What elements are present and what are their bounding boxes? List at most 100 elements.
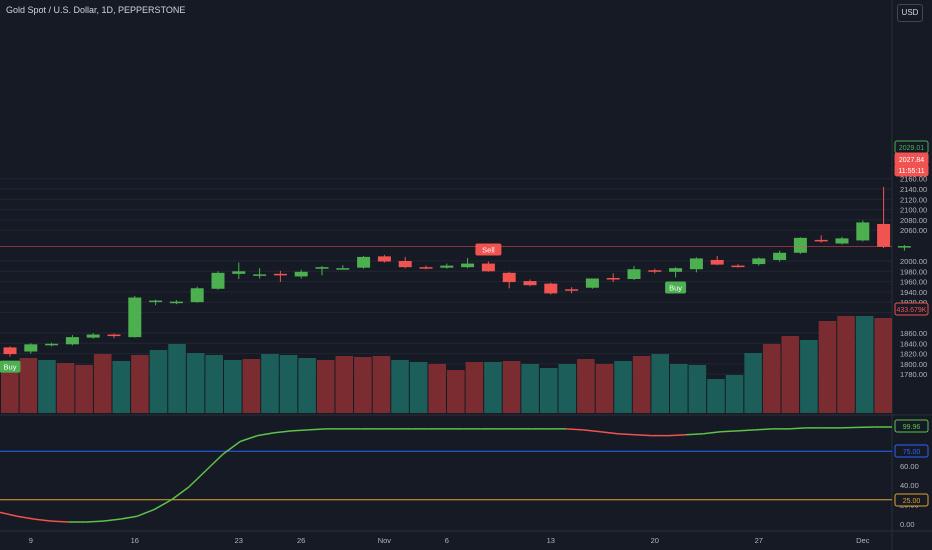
candle-body: [502, 272, 516, 283]
candle-body: [669, 268, 683, 272]
price-tick-label: 2000.00: [900, 257, 927, 266]
price-candles[interactable]: [3, 186, 911, 357]
volume-bar: [688, 365, 707, 413]
candle-body: [793, 237, 807, 253]
price-tick-label: 1960.00: [900, 278, 927, 287]
candle: [461, 257, 475, 269]
volume-bar: [1, 366, 19, 413]
candle: [419, 265, 433, 270]
volume-bar: [316, 360, 335, 413]
candle-body: [419, 267, 433, 269]
candle-body: [731, 265, 745, 268]
time-tick-label: 13: [547, 536, 555, 545]
countdown-badge-label: 11:55:11: [898, 168, 924, 175]
volume-bar: [837, 316, 855, 413]
oscillator-value-badge-label: 99.96: [903, 424, 921, 431]
candle-body: [294, 271, 308, 277]
price-tick-label: 2080.00: [900, 216, 927, 225]
candle-body: [86, 334, 100, 338]
oscillator-segment: [205, 453, 224, 472]
oscillator-segment: [789, 427, 807, 430]
candle-body: [814, 239, 828, 242]
trade-signals: Buy Sell Buy: [0, 243, 687, 373]
volume-bar: [186, 353, 205, 413]
candle-body: [461, 263, 475, 268]
oscillator-tick-label: 40.00: [900, 481, 919, 490]
candle-body: [149, 300, 163, 303]
candle: [793, 237, 807, 254]
time-tick-label: 27: [755, 536, 763, 545]
volume-bar: [539, 368, 558, 413]
volume-bar: [818, 321, 837, 413]
volume-bar: [168, 344, 186, 413]
candle: [3, 346, 17, 357]
volume-bar: [261, 354, 279, 413]
candle-body: [835, 238, 849, 244]
signal-buy: Buy: [665, 281, 687, 294]
oscillator-segment: [85, 520, 103, 523]
volume-bar: [632, 356, 651, 413]
candle-body: [689, 258, 703, 270]
candle: [669, 267, 683, 278]
candle: [398, 256, 412, 269]
time-tick-label: 6: [445, 536, 449, 545]
price-axis-badges: 2029.01 2027.84 11:55:11 433.679K 99.96 75.00…: [894, 140, 929, 507]
time-tick-label: 26: [297, 536, 305, 545]
candle: [315, 266, 329, 276]
volume-bar: [874, 318, 892, 413]
oscillator-segment: [634, 433, 652, 437]
volume-bar: [242, 359, 261, 413]
last-price-badge-label: 2027.84: [899, 157, 924, 164]
candle: [440, 263, 454, 269]
oscillator-segment: [617, 432, 635, 436]
candle-body: [377, 256, 391, 262]
volume-bar: [354, 357, 372, 413]
candle-body: [627, 269, 641, 279]
volume-bar: [484, 362, 502, 413]
volume-bar: [205, 355, 223, 413]
volume-bar: [56, 363, 75, 413]
candle: [565, 287, 579, 294]
oscillator-segment: [34, 518, 52, 522]
candle: [585, 278, 599, 289]
candle-body: [585, 278, 599, 288]
candle: [253, 268, 267, 279]
candle: [357, 255, 371, 269]
price-tick-label: 2140.00: [900, 185, 927, 194]
oscillator-segment: [51, 520, 69, 523]
signal-tag: [665, 281, 687, 294]
price-tick-label: 1860.00: [900, 329, 927, 338]
candle-body: [24, 344, 38, 352]
oscillator-segment: [222, 440, 241, 455]
volume-bar: [335, 356, 354, 413]
candle: [710, 255, 724, 266]
time-axis[interactable]: 9 16 23 26 Nov 6 13 20 27 Dec: [29, 536, 870, 545]
oscillator-segment: [600, 431, 618, 435]
volume-bar: [744, 353, 762, 413]
volume-badge-label: 433.679K: [897, 307, 927, 314]
volume-bar: [149, 350, 168, 413]
volume-bar: [577, 359, 595, 413]
signal-tag: [0, 360, 21, 373]
oscillator-segment: [737, 429, 755, 432]
symbol-title[interactable]: Gold Spot / U.S. Dollar, 1D, PEPPERSTONE: [6, 5, 186, 15]
candle-body: [710, 259, 724, 265]
candle-body: [169, 301, 183, 304]
volume-bar: [224, 360, 242, 413]
candle: [481, 261, 495, 272]
candle-body: [897, 246, 911, 248]
candle: [773, 250, 787, 262]
oscillator-segment: [136, 508, 155, 517]
volume-bar: [595, 364, 614, 413]
lower-level-badge-box: [894, 493, 929, 507]
candle-body: [856, 222, 870, 241]
lower-level-badge-label: 25.00: [903, 498, 921, 505]
currency-button[interactable]: USD: [897, 4, 923, 22]
oscillator-segment: [188, 470, 207, 488]
candle: [689, 257, 703, 273]
time-tick-label: 16: [131, 536, 139, 545]
candle: [190, 286, 204, 303]
candle: [45, 342, 59, 347]
